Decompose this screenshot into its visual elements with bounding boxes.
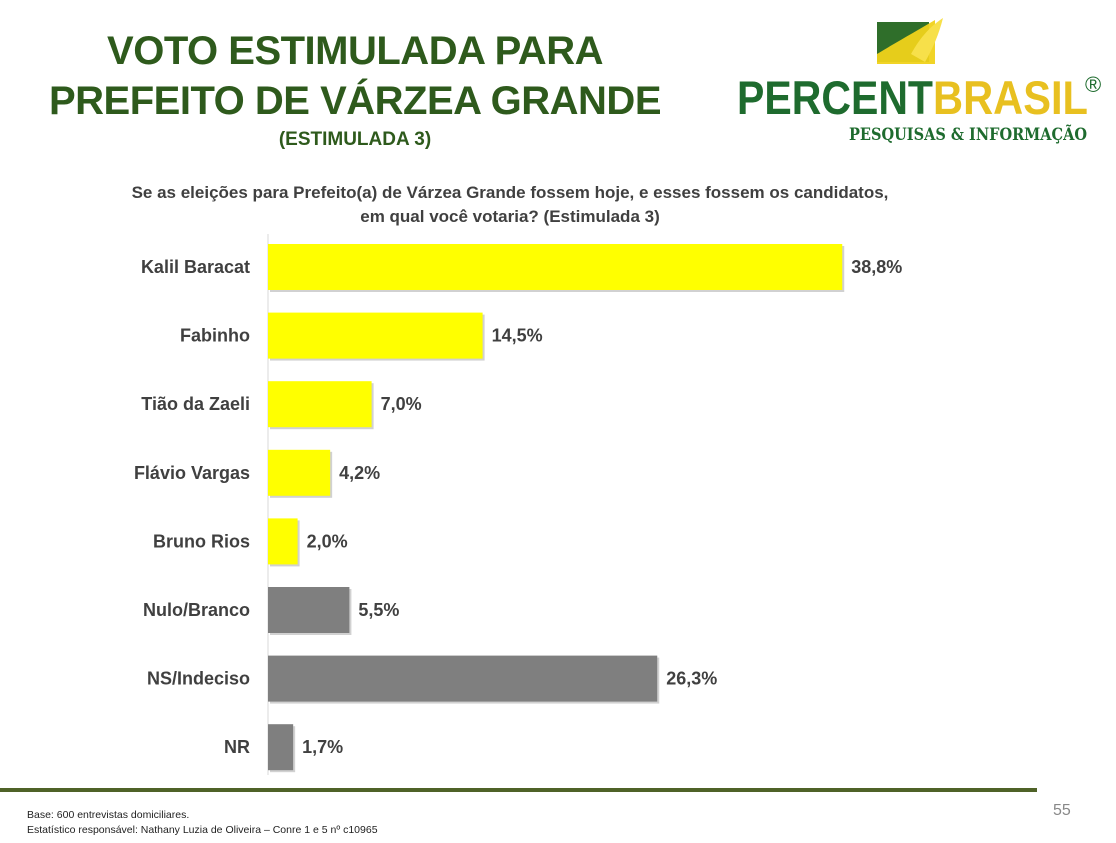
value-label: 5,5% xyxy=(358,600,399,620)
category-label: Nulo/Branco xyxy=(143,600,250,620)
value-label: 14,5% xyxy=(492,326,543,346)
bar xyxy=(268,518,298,565)
bar xyxy=(268,655,658,702)
logo-yellow-leaf xyxy=(911,18,943,62)
bar xyxy=(268,244,843,290)
category-label: Flávio Vargas xyxy=(134,463,250,483)
value-label: 26,3% xyxy=(666,669,717,689)
bar-chart: Kalil Baracat 38,8% Fabinho 14,5% Tião da Za… xyxy=(134,234,902,775)
bar xyxy=(268,587,350,633)
page-number: 55 xyxy=(1053,802,1071,819)
svg-text:PERCENT: PERCENT xyxy=(737,71,933,124)
bar xyxy=(268,381,372,428)
footer-divider xyxy=(0,788,1037,792)
category-label: Fabinho xyxy=(180,326,250,346)
category-label: Kalil Baracat xyxy=(141,257,250,277)
category-label: Tião da Zaeli xyxy=(141,394,250,414)
footer-base: Base: 600 entrevistas domiciliares. xyxy=(27,809,190,821)
category-label: NR xyxy=(224,737,250,757)
bar xyxy=(268,449,331,496)
bar xyxy=(268,312,483,359)
logo-word-brasil: BRASIL xyxy=(933,71,1088,124)
question-line-1: Se as eleições para Prefeito(a) de Várze… xyxy=(131,183,889,202)
question-line-2: em qual você votaria? (Estimulada 3) xyxy=(360,207,660,226)
logo-registered: ® xyxy=(1085,72,1101,97)
page-title: VOTO ESTIMULADA PARA PREFEITO DE VÁRZEA … xyxy=(40,26,670,126)
svg-text:BRASIL: BRASIL xyxy=(933,71,1088,124)
percent-brasil-logo: PERCENT BRASIL ® PESQUISAS & INFORMAÇÃO xyxy=(737,18,1101,145)
logo-word-percent: PERCENT xyxy=(737,71,933,124)
category-label: NS/Indeciso xyxy=(147,669,250,689)
title-line-2: PREFEITO DE VÁRZEA GRANDE xyxy=(48,79,662,123)
category-label: Bruno Rios xyxy=(153,531,250,551)
title-line-1: VOTO ESTIMULADA PARA xyxy=(107,29,603,73)
logo-tagline: PESQUISAS & INFORMAÇÃO xyxy=(849,123,1087,145)
bar xyxy=(268,724,294,771)
value-label: 4,2% xyxy=(339,463,380,483)
page-subtitle: (ESTIMULADA 3) xyxy=(278,129,432,150)
value-label: 7,0% xyxy=(381,394,422,414)
value-label: 1,7% xyxy=(302,737,343,757)
survey-question: Se as eleições para Prefeito(a) de Várze… xyxy=(60,181,960,229)
value-label: 2,0% xyxy=(307,531,348,551)
value-label: 38,8% xyxy=(851,257,902,277)
footer-notes: Base: 600 entrevistas domiciliares. Esta… xyxy=(27,808,378,838)
footer-statistician: Estatístico responsável: Nathany Luzia d… xyxy=(27,824,378,836)
